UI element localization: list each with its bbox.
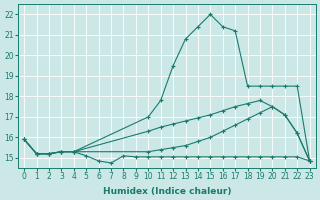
X-axis label: Humidex (Indice chaleur): Humidex (Indice chaleur)	[103, 187, 231, 196]
